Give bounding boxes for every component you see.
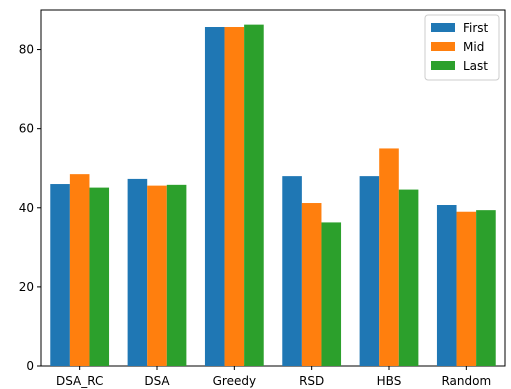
plot-axes: [40, 9, 506, 367]
bar-random-last: [476, 210, 496, 366]
legend-swatch-last: [431, 61, 455, 70]
y-tick-label: 60: [19, 122, 34, 136]
bar-dsa-first: [127, 178, 148, 366]
legend: First Mid Last: [424, 14, 500, 81]
x-tick-label: Greedy: [213, 374, 256, 388]
bar-dsa-last: [166, 184, 187, 366]
legend-swatch-mid: [431, 42, 455, 51]
y-tick-label: 80: [19, 43, 34, 57]
y-tick-label: 20: [19, 280, 34, 294]
x-tick-label: DSA: [144, 374, 170, 388]
bar-random-first: [436, 205, 457, 366]
legend-label-first: First: [463, 21, 489, 35]
bar-hbs-last: [398, 189, 419, 366]
bar-greedy-first: [204, 27, 225, 367]
legend-label-mid: Mid: [463, 40, 484, 54]
bar-greedy-last: [244, 24, 264, 366]
legend-label-last: Last: [463, 59, 488, 73]
bar-random-mid: [456, 211, 477, 366]
x-axis-ticks: DSA_RC DSA Greedy RSD HBS Random: [56, 366, 491, 388]
x-tick-label: RSD: [299, 374, 324, 388]
bar-dsa-mid: [147, 185, 167, 366]
bar-rsd-first: [282, 176, 302, 366]
bar-dsa-rc-last: [89, 187, 110, 366]
bar-greedy-mid: [224, 27, 245, 367]
x-tick-label: DSA_RC: [56, 374, 103, 388]
bars-group: [50, 24, 496, 367]
bar-hbs-mid: [379, 148, 399, 366]
x-tick-label: HBS: [377, 374, 402, 388]
y-axis-ticks: 0 20 40 60 80: [19, 43, 41, 373]
y-tick-label: 0: [26, 359, 34, 373]
bar-rsd-last: [321, 222, 342, 366]
bar-hbs-first: [359, 176, 380, 366]
bar-dsa-rc-mid: [69, 174, 90, 366]
bar-dsa-rc-first: [50, 184, 70, 366]
plot-frame: [40, 9, 506, 367]
legend-swatch-first: [431, 23, 455, 32]
y-tick-label: 40: [19, 201, 34, 215]
x-tick-label: Random: [441, 374, 491, 388]
bar-rsd-mid: [301, 203, 322, 366]
